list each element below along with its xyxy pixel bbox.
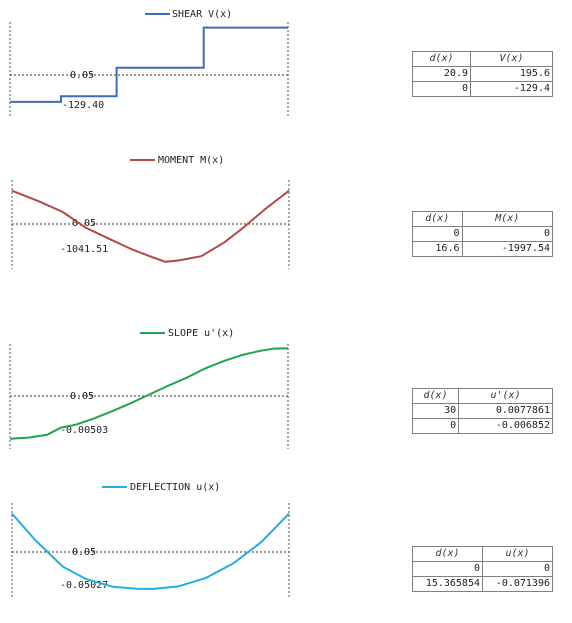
shear-chart: SHEAR V(x) 0.05 -129.40 xyxy=(9,9,289,118)
moment-legend-label: MOMENT M(x) xyxy=(158,155,224,166)
table-header-row: d(x) V(x) xyxy=(412,51,553,67)
deflection-panel: DEFLECTION u(x) 0.05 -0.05027 xyxy=(0,478,300,608)
moment-min-label: -1041.51 xyxy=(60,244,108,255)
shear-legend-label: SHEAR V(x) xyxy=(172,9,232,20)
slope-table-cell: 30 xyxy=(411,403,460,419)
slope-table-cell: 0 xyxy=(411,418,460,434)
slope-table-header-x: d(x) xyxy=(411,388,460,404)
shear-table-header-y: V(x) xyxy=(470,51,553,67)
shear-table: d(x) V(x) 20.9 195.6 0 -129.4 xyxy=(412,51,553,97)
slope-zero-label: 0.05 xyxy=(70,391,94,402)
slope-table-cell: -0.006852 xyxy=(458,418,553,434)
table-row: 20.9 195.6 xyxy=(412,66,553,82)
slope-legend-label: SLOPE u'(x) xyxy=(168,328,234,339)
moment-table-header-x: d(x) xyxy=(412,211,463,227)
moment-series-line xyxy=(11,189,290,263)
shear-table-cell: -129.4 xyxy=(470,81,553,97)
table-row: 0 -0.006852 xyxy=(411,418,553,434)
moment-table-header-y: M(x) xyxy=(461,211,553,227)
table-row: 16.6 -1997.54 xyxy=(412,241,553,257)
moment-table-cell: -1997.54 xyxy=(461,241,553,257)
table-header-row: d(x) u(x) xyxy=(412,546,553,562)
table-header-row: d(x) M(x) xyxy=(412,211,553,227)
deflection-table-header-y: u(x) xyxy=(482,546,553,562)
deflection-series-line xyxy=(11,512,290,590)
deflection-table-cell: 0 xyxy=(412,561,483,577)
table-row: 15.365854 -0.071396 xyxy=(412,576,553,592)
shear-table-cell: 20.9 xyxy=(412,66,471,82)
deflection-legend-label: DEFLECTION u(x) xyxy=(130,482,220,493)
deflection-table-cell: -0.071396 xyxy=(482,576,553,592)
shear-panel: SHEAR V(x) 0.05 -129.40 xyxy=(0,0,300,130)
deflection-table-header-x: d(x) xyxy=(412,546,483,562)
table-header-row: d(x) u'(x) xyxy=(411,388,553,404)
slope-min-label: -0.00503 xyxy=(60,425,108,436)
slope-table-cell: 0.0077861 xyxy=(458,403,553,419)
deflection-table-cell: 15.365854 xyxy=(412,576,483,592)
shear-zero-label: 0.05 xyxy=(70,70,94,81)
table-row: 0 0 xyxy=(412,561,553,577)
shear-series-line xyxy=(10,26,288,103)
table-row: 0 0 xyxy=(412,226,553,242)
shear-min-label: -129.40 xyxy=(62,100,104,111)
moment-table-cell: 16.6 xyxy=(412,241,463,257)
table-row: 30 0.0077861 xyxy=(411,403,553,419)
moment-table-cell: 0 xyxy=(461,226,553,242)
deflection-table-cell: 0 xyxy=(482,561,553,577)
slope-chart: SLOPE u'(x) 0.05 -0.00503 xyxy=(9,328,289,449)
deflection-min-label: -0.05027 xyxy=(60,580,108,591)
moment-table: d(x) M(x) 0 0 16.6 -1997.54 xyxy=(412,211,553,257)
shear-table-cell: 0 xyxy=(412,81,471,97)
moment-chart: MOMENT M(x) 0.05 -1041.51 xyxy=(11,155,290,269)
shear-table-cell: 195.6 xyxy=(470,66,553,82)
moment-panel: MOMENT M(x) 0.05 -1041.51 xyxy=(0,152,300,282)
table-row: 0 -129.4 xyxy=(412,81,553,97)
slope-table-header-y: u'(x) xyxy=(458,388,553,404)
deflection-zero-label: 0.05 xyxy=(72,547,96,558)
deflection-table: d(x) u(x) 0 0 15.365854 -0.071396 xyxy=(412,546,553,592)
moment-table-cell: 0 xyxy=(412,226,463,242)
shear-table-header-x: d(x) xyxy=(412,51,471,67)
slope-table: d(x) u'(x) 30 0.0077861 0 -0.006852 xyxy=(411,388,553,434)
slope-panel: SLOPE u'(x) 0.05 -0.00503 xyxy=(0,324,300,454)
slope-series-line xyxy=(9,347,289,440)
moment-zero-label: 0.05 xyxy=(72,218,96,229)
deflection-chart: DEFLECTION u(x) 0.05 -0.05027 xyxy=(11,482,290,598)
